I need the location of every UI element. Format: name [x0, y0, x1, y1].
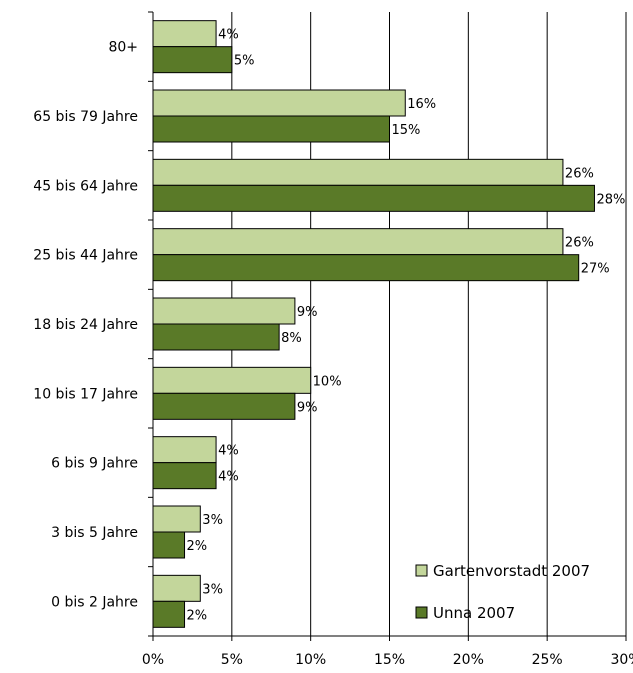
- data-label: 26%: [565, 166, 594, 181]
- legend-label: Unna 2007: [433, 604, 515, 622]
- bar-series-1: [152, 297, 296, 325]
- bar-series-2: [152, 462, 217, 490]
- bar-series-2: [152, 115, 390, 143]
- bars: [152, 20, 595, 628]
- data-label: 28%: [596, 192, 625, 207]
- y-category-label: 25 bis 44 Jahre: [33, 248, 138, 264]
- bar-series-1: [152, 228, 564, 256]
- data-label: 16%: [407, 97, 436, 112]
- bar-series-1: [152, 89, 406, 117]
- bar-series-1: [152, 436, 217, 464]
- bar-series-2: [152, 392, 296, 420]
- legend-label: Gartenvorstadt 2007: [433, 562, 590, 580]
- legend: Gartenvorstadt 2007 Unna 2007: [415, 562, 590, 622]
- x-tick-label: 0%: [142, 652, 164, 668]
- y-category-label: 65 bis 79 Jahre: [33, 109, 138, 125]
- data-label: 5%: [234, 54, 255, 69]
- bar-series-1: [152, 505, 201, 533]
- data-label: 8%: [281, 331, 302, 346]
- data-label: 2%: [187, 608, 208, 623]
- data-label: 9%: [297, 400, 318, 415]
- data-label: 9%: [297, 305, 318, 320]
- data-label: 4%: [218, 28, 239, 43]
- bar-series-1: [152, 366, 312, 394]
- y-category-label: 6 bis 9 Jahre: [51, 456, 138, 472]
- y-category-label: 0 bis 2 Jahre: [51, 594, 138, 610]
- x-tick-label: 5%: [221, 652, 243, 668]
- x-tick-label: 15%: [374, 652, 405, 668]
- axes: 0% 5% 10% 15% 20% 25% 30% 80+ 65 bis 79 Jahre 45 …: [33, 11, 633, 668]
- data-label: 15%: [392, 123, 421, 138]
- data-label: 26%: [565, 236, 594, 251]
- data-label: 4%: [218, 444, 239, 459]
- y-category-label: 80+: [108, 40, 138, 56]
- bar-series-2: [152, 531, 186, 559]
- x-tick-label: 25%: [532, 652, 563, 668]
- bar-series-2: [152, 323, 280, 351]
- y-category-label: 3 bis 5 Jahre: [51, 525, 138, 541]
- legend-swatch-1: [415, 564, 428, 577]
- bar-series-2: [152, 600, 186, 628]
- bar-series-1: [152, 158, 564, 186]
- x-tick-label: 20%: [453, 652, 484, 668]
- data-label: 27%: [581, 262, 610, 277]
- bar-series-2: [152, 254, 580, 282]
- data-label: 4%: [218, 470, 239, 485]
- data-label: 2%: [187, 539, 208, 554]
- bar-series-1: [152, 20, 217, 48]
- data-label: 3%: [202, 513, 223, 528]
- data-labels: 4%5%16%15%26%28%26%27%9%8%10%9%4%4%3%2%3…: [187, 28, 626, 624]
- legend-swatch-2: [415, 606, 428, 619]
- bar-series-2: [152, 46, 233, 74]
- x-tick-label: 10%: [295, 652, 326, 668]
- y-category-label: 45 bis 64 Jahre: [33, 178, 138, 194]
- data-label: 3%: [202, 582, 223, 597]
- bar-series-2: [152, 184, 595, 212]
- x-tick-label: 30%: [610, 652, 633, 668]
- data-label: 10%: [313, 374, 342, 389]
- y-category-label: 10 bis 17 Jahre: [33, 386, 138, 402]
- bar-series-1: [152, 574, 201, 602]
- y-category-label: 18 bis 24 Jahre: [33, 317, 138, 333]
